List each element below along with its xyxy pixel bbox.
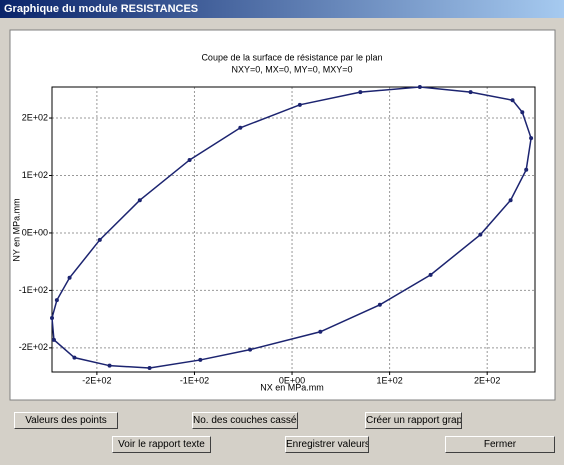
point bbox=[428, 272, 433, 277]
point bbox=[248, 347, 253, 352]
point bbox=[510, 98, 515, 103]
button[interactable]: No. des couches cassées bbox=[192, 412, 298, 429]
title-bar: Graphique du module RESISTANCES bbox=[0, 0, 564, 18]
point bbox=[50, 315, 54, 320]
point bbox=[238, 125, 243, 130]
button[interactable]: Créer un rapport graphique bbox=[365, 412, 462, 429]
plot-frame bbox=[51, 86, 536, 373]
button[interactable]: Voir le rapport texte bbox=[112, 436, 211, 453]
point bbox=[54, 298, 59, 303]
point bbox=[147, 365, 152, 370]
button[interactable]: Valeurs des points bbox=[14, 412, 118, 429]
y-axis-label: NY en MPa.mm bbox=[11, 198, 21, 261]
point bbox=[377, 302, 382, 307]
x-axis-label: NX en MPa.mm bbox=[260, 382, 324, 392]
point bbox=[520, 110, 525, 115]
point bbox=[417, 85, 422, 89]
point bbox=[97, 237, 102, 242]
button[interactable]: Enregistrer valeurs bbox=[285, 436, 369, 453]
x-tick-label: -1E+02 bbox=[180, 375, 209, 385]
point bbox=[318, 329, 323, 334]
point bbox=[468, 90, 473, 95]
button[interactable]: Fermer bbox=[445, 436, 555, 453]
point bbox=[137, 198, 142, 203]
x-tick-label: -2E+02 bbox=[82, 375, 111, 385]
y-tick-label: 0E+00 bbox=[22, 227, 48, 237]
point bbox=[529, 136, 534, 141]
point bbox=[524, 167, 529, 172]
point bbox=[51, 337, 56, 342]
point bbox=[198, 357, 203, 362]
x-tick-label: 2E+02 bbox=[474, 375, 500, 385]
y-tick-label: 2E+02 bbox=[22, 112, 48, 122]
point bbox=[508, 198, 513, 203]
y-tick-label: -2E+02 bbox=[19, 342, 48, 352]
point bbox=[358, 90, 363, 95]
point bbox=[478, 232, 483, 237]
chart-title: Coupe de la surface de résistance par le… bbox=[201, 52, 382, 62]
point bbox=[297, 102, 302, 107]
y-tick-label: 1E+02 bbox=[22, 170, 48, 180]
chart-subtitle: NXY=0, MX=0, MY=0, MXY=0 bbox=[231, 64, 352, 74]
y-tick-label: -1E+02 bbox=[19, 285, 48, 295]
x-tick-label: 1E+02 bbox=[376, 375, 402, 385]
point bbox=[187, 157, 192, 162]
point bbox=[67, 275, 72, 280]
point bbox=[107, 363, 112, 368]
x-tick-label: 0E+00 bbox=[279, 375, 305, 385]
point bbox=[72, 355, 77, 360]
chart-panel bbox=[9, 29, 556, 401]
